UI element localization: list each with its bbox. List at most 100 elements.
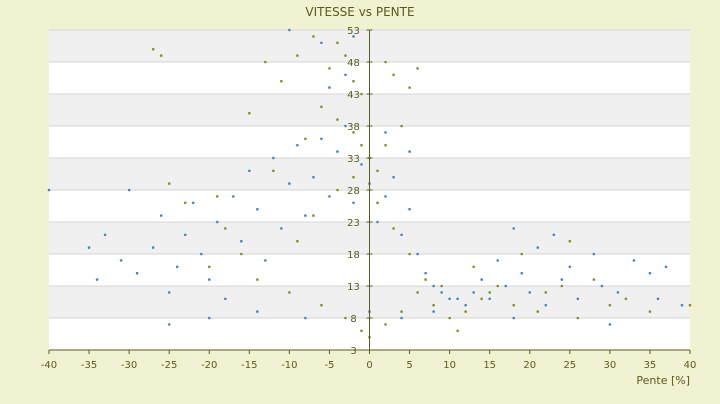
data-point (207, 278, 211, 281)
data-point (600, 284, 604, 288)
data-point (272, 169, 275, 173)
data-point (248, 169, 251, 173)
data-point (416, 67, 419, 70)
y-tick-label: 38 (347, 122, 360, 133)
data-point (344, 316, 347, 320)
data-point (424, 278, 427, 281)
data-point (592, 252, 596, 256)
data-point (231, 195, 235, 198)
data-point (488, 297, 491, 301)
data-point (328, 67, 331, 70)
data-point (135, 271, 139, 275)
x-tick-label: -30 (121, 360, 137, 371)
data-point (408, 207, 411, 211)
data-point (320, 105, 323, 109)
x-tick-label: 25 (563, 360, 576, 371)
data-point (464, 310, 467, 313)
data-point (183, 201, 187, 205)
data-point (336, 150, 339, 153)
x-tick-label: 5 (406, 360, 412, 371)
data-point (496, 259, 500, 262)
data-point (360, 163, 363, 166)
data-point (544, 291, 548, 294)
data-point (488, 291, 491, 294)
data-point (296, 143, 299, 147)
data-point (320, 137, 323, 141)
data-point (207, 316, 211, 320)
data-point (256, 207, 259, 211)
data-point (336, 118, 339, 121)
data-point (456, 329, 459, 333)
data-point (352, 201, 355, 205)
data-point (384, 195, 387, 198)
data-point (656, 297, 660, 301)
data-point (376, 220, 379, 224)
data-point (87, 246, 91, 249)
x-tick-label: 20 (523, 360, 536, 371)
data-point (183, 233, 187, 237)
data-point (376, 169, 379, 173)
x-tick-label: -35 (81, 360, 97, 371)
data-point (240, 252, 243, 256)
data-point (464, 303, 467, 307)
x-tick-label: -15 (241, 360, 257, 371)
data-point (256, 310, 259, 313)
data-point (159, 54, 163, 57)
y-tick-label: 3 (350, 346, 356, 357)
data-point (416, 252, 419, 256)
data-point (320, 303, 323, 307)
data-point (616, 291, 620, 294)
data-point (312, 175, 315, 179)
data-point (408, 252, 411, 256)
data-point (280, 227, 283, 230)
data-point (472, 265, 475, 269)
x-tick-label: 40 (684, 360, 697, 371)
data-point (552, 233, 556, 237)
data-point (360, 92, 363, 96)
data-point (159, 214, 163, 217)
data-point (288, 28, 291, 32)
data-point (328, 86, 331, 89)
data-point (119, 259, 123, 262)
data-point (400, 233, 403, 237)
data-point (424, 271, 427, 275)
x-tick-label: 15 (483, 360, 496, 371)
x-tick-label: -5 (324, 360, 334, 371)
data-point (151, 246, 155, 249)
data-point (207, 265, 211, 269)
data-point (167, 182, 171, 185)
data-point (512, 316, 516, 320)
chart-title: VITESSE vs PENTE (305, 5, 414, 19)
data-point (400, 316, 403, 320)
data-point (151, 47, 155, 51)
data-point (272, 156, 275, 160)
data-point (520, 271, 524, 275)
data-point (103, 233, 107, 237)
data-point (408, 150, 411, 153)
data-point (47, 188, 51, 192)
data-point (400, 310, 403, 313)
data-point (296, 239, 299, 243)
data-points (47, 28, 692, 339)
data-point (680, 303, 684, 307)
data-point (624, 297, 628, 301)
data-point (456, 297, 459, 301)
data-point (496, 284, 500, 288)
y-tick-label: 13 (347, 282, 360, 293)
data-point (304, 214, 307, 217)
data-point (240, 239, 243, 243)
data-point (392, 73, 395, 77)
data-point (432, 310, 435, 313)
data-point (215, 195, 219, 198)
data-point (648, 271, 652, 275)
y-tick-label: 18 (347, 250, 360, 261)
data-point (320, 41, 323, 45)
y-tick-label: 53 (347, 26, 360, 37)
data-point (127, 188, 131, 192)
data-point (336, 41, 339, 45)
data-point (448, 297, 451, 301)
data-point (664, 265, 668, 269)
data-point (392, 227, 395, 230)
